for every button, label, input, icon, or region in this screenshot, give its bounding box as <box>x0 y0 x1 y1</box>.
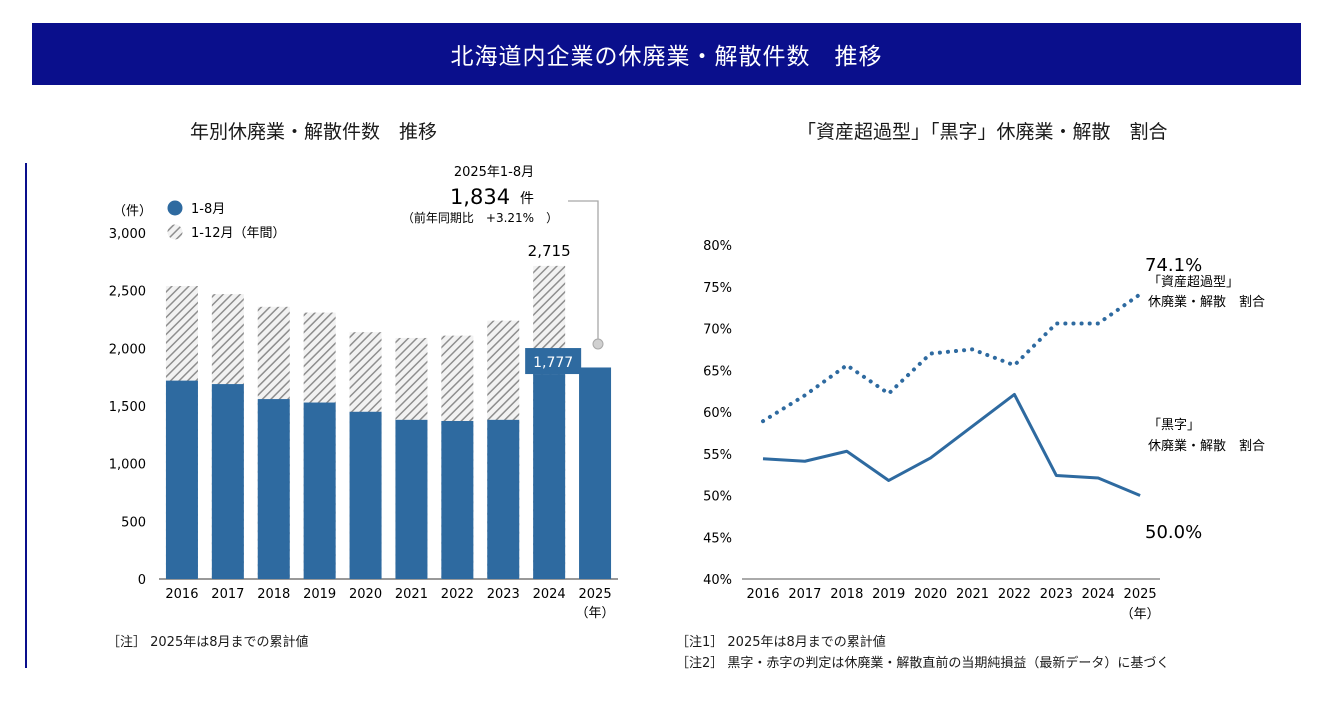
left-chart-note: ［注］ 2025年は8月までの累計値 <box>107 635 309 650</box>
x-tick-label: 2024 <box>1082 587 1115 602</box>
callout-leader-dot <box>592 338 604 350</box>
x-tick-label: 2019 <box>303 587 336 602</box>
line-chart: 40% 45% 50% 55% 60% 65% 70% 75% 80% 2016 2017 2018 2… <box>703 239 1265 622</box>
callout-value: 1,834 <box>450 185 510 209</box>
callout-unit: 件 <box>520 191 534 207</box>
y-tick-label: 70% <box>703 323 732 338</box>
right-chart-title: 「資産超過型」「黒字」休廃業・解散 割合 <box>797 121 1168 143</box>
series-label-profitable-1: 「黒字」 <box>1148 418 1200 433</box>
callout-comparison: （前年同期比 +3.21% ） <box>402 210 558 225</box>
bar-jan-aug-2018 <box>257 399 290 579</box>
legend-label-annual: 1-12月（年間） <box>191 226 286 241</box>
bar-jan-aug-2019 <box>303 402 336 579</box>
x-tick-label: 2022 <box>998 587 1031 602</box>
x-axis-unit: （年） <box>576 606 615 621</box>
y-tick-label: 75% <box>703 281 732 296</box>
x-tick-label: 2022 <box>441 587 474 602</box>
x-tick-label: 2025 <box>1124 587 1157 602</box>
x-tick-label: 2020 <box>349 587 382 602</box>
y-tick-label: 0 <box>138 573 146 588</box>
data-label-2024-jan-aug-box <box>525 348 582 375</box>
bar-jan-aug-2023 <box>487 419 520 579</box>
bar-jan-aug-2024 <box>533 374 566 579</box>
bar-jan-aug-2021 <box>395 419 428 579</box>
series-line-asset-surplus <box>761 292 1143 424</box>
y-tick-label: 2,500 <box>109 285 146 300</box>
series-line-profitable <box>762 392 1141 497</box>
bar-jan-aug-2022 <box>441 420 474 579</box>
y-tick-label: 60% <box>703 406 732 421</box>
x-tick-label: 2019 <box>872 587 905 602</box>
page-banner-title: 北海道内企業の休廃業・解散件数 推移 <box>32 23 1301 85</box>
right-chart-note-2: ［注2］ 黒字・赤字の判定は休廃業・解散直前の当期純損益（最新データ）に基づく <box>676 656 1170 671</box>
left-chart-title: 年別休廃業・解散件数 推移 <box>190 121 438 143</box>
x-tick-label: 2021 <box>956 587 989 602</box>
x-tick-label: 2017 <box>211 587 244 602</box>
y-axis-unit: （件） <box>113 204 152 219</box>
legend-label-jan-aug: 1-8月 <box>191 202 225 217</box>
x-tick-label: 2018 <box>830 587 863 602</box>
x-axis-unit: （年） <box>1121 607 1160 622</box>
x-tick-label: 2024 <box>533 587 566 602</box>
y-tick-label: 1,500 <box>109 400 146 415</box>
y-tick-label: 2,000 <box>109 342 146 357</box>
right-chart-note-1: ［注1］ 2025年は8月までの累計値 <box>676 635 886 650</box>
y-tick-label: 45% <box>703 531 732 546</box>
data-label-2024-jan-aug: 1,777 <box>533 355 573 371</box>
y-tick-label: 50% <box>703 490 732 505</box>
y-tick-label: 500 <box>121 515 146 530</box>
series-label-profitable-2: 休廃業・解散 割合 <box>1148 438 1265 454</box>
x-tick-label: 2016 <box>746 587 779 602</box>
x-tick-label: 2023 <box>487 587 520 602</box>
callout-leader-line <box>568 200 599 340</box>
x-tick-label: 2023 <box>1040 587 1073 602</box>
x-tick-label: 2018 <box>257 587 290 602</box>
end-label-asset-surplus: 74.1% <box>1145 255 1202 276</box>
bar-jan-aug-2020 <box>349 411 382 579</box>
y-tick-label: 80% <box>703 239 732 254</box>
bar-jan-aug-2016 <box>165 380 198 579</box>
y-tick-label: 3,000 <box>109 227 146 242</box>
left-accent-rule <box>25 163 27 668</box>
bar-jan-aug-2025 <box>579 367 612 579</box>
y-tick-label: 40% <box>703 573 732 588</box>
y-tick-label: 1,000 <box>109 458 146 473</box>
x-tick-label: 2020 <box>914 587 947 602</box>
x-tick-label: 2017 <box>788 587 821 602</box>
series-label-asset-surplus-1: 「資産超過型」 <box>1148 274 1239 290</box>
bar-chart: 0 500 1,000 1,500 2,000 2,500 3,000 2016 2017 201… <box>109 165 618 621</box>
legend-swatch-annual <box>167 224 183 240</box>
end-label-profitable: 50.0% <box>1145 522 1202 543</box>
data-label-2024-annual: 2,715 <box>528 242 571 260</box>
callout-title: 2025年1-8月 <box>454 165 534 180</box>
y-tick-label: 55% <box>703 448 732 463</box>
legend-swatch-jan-aug <box>167 200 183 216</box>
x-tick-label: 2016 <box>165 587 198 602</box>
y-tick-label: 65% <box>703 364 732 379</box>
series-label-asset-surplus-2: 休廃業・解散 割合 <box>1148 294 1265 310</box>
bar-jan-aug-2017 <box>211 384 244 579</box>
x-tick-label: 2025 <box>579 587 612 602</box>
x-tick-label: 2021 <box>395 587 428 602</box>
